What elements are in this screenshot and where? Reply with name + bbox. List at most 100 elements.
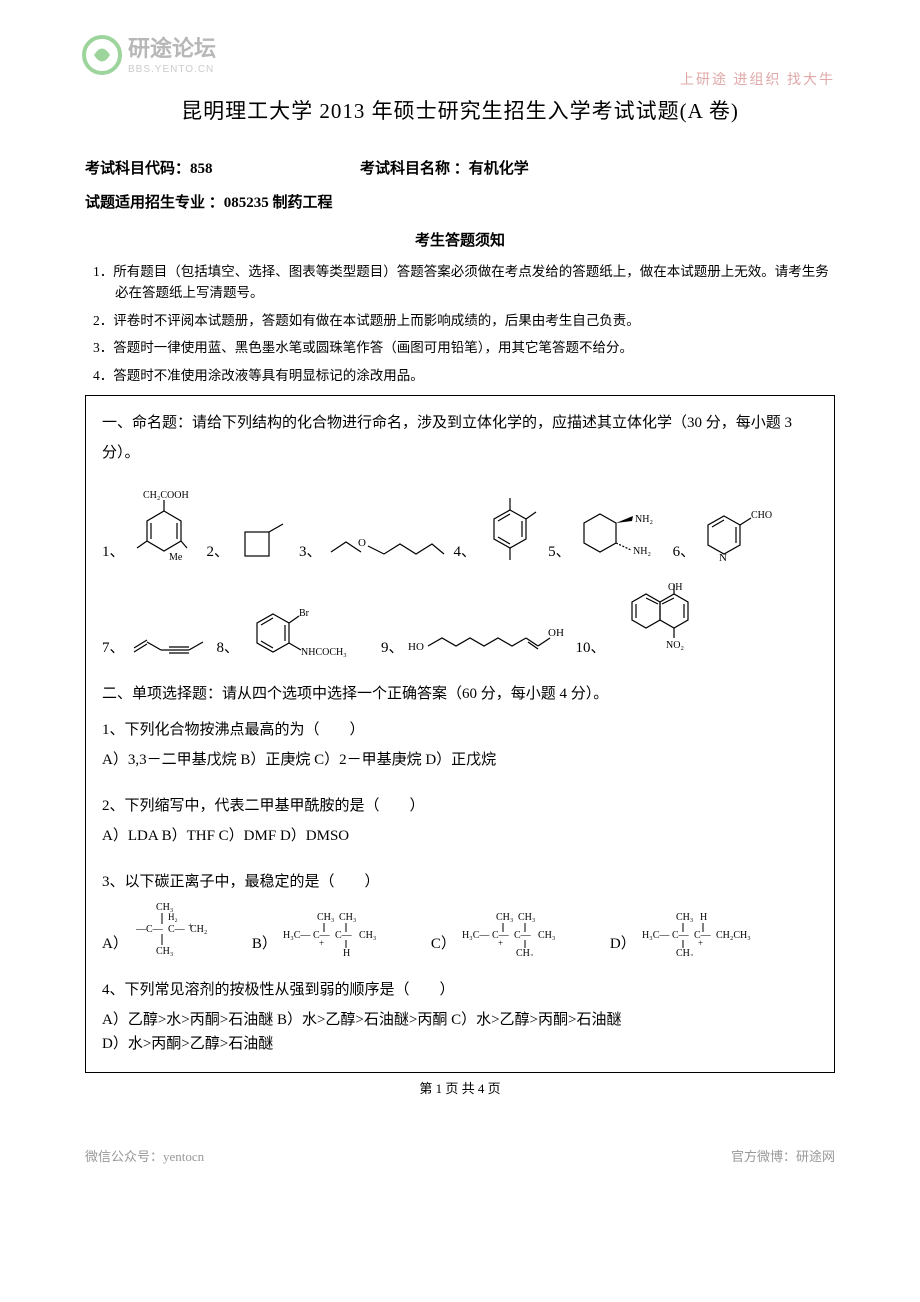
- logo-watermark: 研途论坛 BBS.YENTO.CN: [80, 30, 280, 88]
- chem-cation-c: H₃C— CH₃ C— + CH₃ C— CH₃ CH₃: [460, 908, 580, 956]
- svg-text:C—: C—: [514, 930, 532, 941]
- q3-options: A） CH₃ —C— H₂ C— + CH₂ CH₃ B）: [102, 900, 818, 956]
- naming-item-4: 4、: [454, 492, 541, 564]
- naming-row-1: 1、 CH₂COOH Me 2、: [102, 486, 818, 564]
- svg-text:CH₃: CH₃: [538, 930, 555, 941]
- svg-text:CH₃: CH₃: [496, 912, 513, 923]
- name-value: 有机化学: [469, 161, 529, 177]
- svg-text:H₃C—: H₃C—: [283, 930, 311, 941]
- svg-text:OH: OH: [548, 627, 564, 639]
- naming-item-2: 2、: [207, 514, 292, 564]
- meta-row-2: 试题适用招生专业 ：085235 制药工程: [85, 191, 835, 215]
- svg-text:CH₂: CH₂: [190, 924, 207, 935]
- svg-text:N: N: [719, 552, 727, 564]
- code-value: 858: [190, 161, 213, 177]
- naming-row-2: 7、 8、: [102, 582, 818, 660]
- page-content: 昆明理工大学 2013 年硕士研究生招生入学考试试题(A 卷) 考试科目代码：8…: [0, 0, 920, 1139]
- svg-text:NH₂: NH₂: [635, 514, 653, 525]
- logo-text-main: 研途论坛: [128, 36, 216, 61]
- chem-cation-b: H₃C— CH₃ C— + CH₃ C— H CH₃: [281, 908, 401, 956]
- page-title: 昆明理工大学 2013 年硕士研究生招生入学考试试题(A 卷): [85, 95, 835, 129]
- naming-item-3: 3、 O: [299, 524, 446, 564]
- notice-item: 2．评卷时不评阅本试题册，答题如有做在本试题册上而影响成绩的，后果由考生自己负责…: [93, 310, 835, 332]
- svg-text:CH₃: CH₃: [359, 930, 376, 941]
- notice-title: 考生答题须知: [85, 229, 835, 253]
- svg-text:C—: C—: [168, 924, 186, 935]
- svg-text:H: H: [343, 948, 350, 956]
- svg-text:HO: HO: [408, 641, 424, 653]
- logo-svg: 研途论坛 BBS.YENTO.CN: [80, 30, 280, 80]
- naming-item-6: 6、 N CHO: [673, 504, 774, 564]
- notice-item: 3．答题时一律使用蓝、黑色墨水笔或圆珠笔作答（画图可用铅笔），用其它笔答题不给分…: [93, 337, 835, 359]
- svg-text:Me: Me: [169, 552, 183, 563]
- svg-text:OH: OH: [668, 582, 682, 593]
- svg-text:H₃C—: H₃C—: [642, 930, 670, 941]
- naming-item-9: 9、 HO OH: [381, 616, 568, 660]
- question-3: 3、以下碳正离子中，最稳定的是（ ） A） CH₃ —C— H₂ C— + CH…: [102, 870, 818, 956]
- chem-structure-7: [129, 630, 209, 660]
- svg-text:CHO: CHO: [751, 510, 772, 521]
- naming-item-8: 8、 Br NHCOCH₃: [217, 600, 374, 660]
- svg-text:CH₃: CH₃: [317, 912, 334, 923]
- naming-item-1: 1、 CH₂COOH Me: [102, 486, 199, 564]
- svg-text:Br: Br: [299, 608, 310, 619]
- chem-structure-10: OH NO₂: [610, 582, 700, 660]
- svg-text:NHCOCH₃: NHCOCH₃: [301, 647, 347, 658]
- svg-text:CH₃: CH₃: [516, 948, 533, 956]
- svg-text:H₃C—: H₃C—: [462, 930, 490, 941]
- svg-text:+: +: [698, 938, 703, 948]
- chem-structure-5: NH₂ NH₂: [575, 502, 665, 564]
- naming-item-5: 5、 NH₂ NH₂: [548, 502, 665, 564]
- question-box: 一、命名题：请给下列结构的化合物进行命名，涉及到立体化学的，应描述其立体化学（3…: [85, 395, 835, 1073]
- weibo-info: 官方微博：研途网: [731, 1147, 835, 1168]
- meta-row-1: 考试科目代码：858 考试科目名称 ：有机化学: [85, 157, 835, 181]
- svg-text:NO₂: NO₂: [666, 640, 684, 651]
- chem-structure-8: Br NHCOCH₃: [243, 600, 373, 660]
- chem-cation-d: H₃C— CH₃ C— CH₃ H C— + CH₂CH₃: [640, 908, 770, 956]
- svg-text:NH₂: NH₂: [633, 546, 651, 557]
- svg-text:CH₃: CH₃: [156, 946, 173, 956]
- name-label: 考试科目名称 ：: [360, 161, 469, 177]
- logo-text-sub: BBS.YENTO.CN: [128, 64, 214, 75]
- chem-structure-6: N CHO: [699, 504, 773, 564]
- header-link: 上研途 进组织 找大牛: [680, 70, 835, 92]
- notice-item: 1．所有题目（包括填空、选择、图表等类型题目）答题答案必须做在考点发给的答题纸上…: [93, 261, 835, 304]
- svg-text:O: O: [358, 537, 366, 549]
- section1-heading: 一、命名题：请给下列结构的化合物进行命名，涉及到立体化学的，应描述其立体化学（3…: [102, 408, 818, 468]
- q3-opt-b: B） H₃C— CH₃ C— + CH₃ C— H CH₃: [252, 908, 401, 956]
- chem-structure-4: [480, 492, 540, 564]
- chem-cation-a: CH₃ —C— H₂ C— + CH₂ CH₃: [132, 900, 222, 956]
- notice-item: 4．答题时不准使用涂改液等具有明显标记的涂改用品。: [93, 365, 835, 387]
- major-value: 085235 制药工程: [224, 195, 333, 211]
- chem-structure-3: O: [326, 524, 446, 564]
- svg-text:CH₃: CH₃: [339, 912, 356, 923]
- svg-text:+: +: [498, 938, 503, 948]
- page-number: 第 1 页 共 4 页: [85, 1079, 835, 1100]
- svg-text:H₂: H₂: [168, 912, 178, 922]
- naming-item-7: 7、: [102, 630, 209, 660]
- svg-text:CH₃: CH₃: [676, 912, 693, 923]
- section2-heading: 二、单项选择题：请从四个选项中选择一个正确答案（60 分，每小题 4 分）。: [102, 682, 818, 706]
- code-label: 考试科目代码：: [85, 161, 190, 177]
- svg-text:CH₂COOH: CH₂COOH: [143, 490, 189, 501]
- chem-structure-1: CH₂COOH Me: [129, 486, 199, 564]
- chem-structure-9: HO OH: [408, 616, 568, 660]
- question-2: 2、下列缩写中，代表二甲基甲酰胺的是（ ） A）LDA B）THF C）DMF …: [102, 794, 818, 848]
- svg-text:H: H: [700, 912, 707, 923]
- svg-text:CH₃: CH₃: [518, 912, 535, 923]
- q3-opt-a: A） CH₃ —C— H₂ C— + CH₂ CH₃: [102, 900, 222, 956]
- notice-list: 1．所有题目（包括填空、选择、图表等类型题目）答题答案必须做在考点发给的答题纸上…: [85, 261, 835, 387]
- svg-text:C—: C—: [672, 930, 690, 941]
- wechat-info: 微信公众号：yentocn: [85, 1147, 204, 1168]
- naming-item-10: 10、 OH NO₂: [576, 582, 700, 660]
- svg-text:—C—: —C—: [135, 924, 164, 935]
- svg-text:CH₃: CH₃: [676, 948, 693, 956]
- question-4: 4、下列常见溶剂的按极性从强到弱的顺序是（ ） A）乙醇>水>丙酮>石油醚 B）…: [102, 978, 818, 1056]
- svg-text:CH₂CH₃: CH₂CH₃: [716, 930, 751, 941]
- question-1: 1、下列化合物按沸点最高的为（ ） A）3,3－二甲基戊烷 B）正庚烷 C）2－…: [102, 718, 818, 772]
- svg-text:+: +: [319, 938, 324, 948]
- q3-opt-c: C） H₃C— CH₃ C— + CH₃ C— CH₃ CH₃: [431, 908, 580, 956]
- q3-opt-d: D） H₃C— CH₃ C— CH₃ H C— + CH₂CH₃: [610, 908, 770, 956]
- bottom-bar: 微信公众号：yentocn 官方微博：研途网: [0, 1139, 920, 1188]
- major-label: 试题适用招生专业 ：: [85, 195, 224, 211]
